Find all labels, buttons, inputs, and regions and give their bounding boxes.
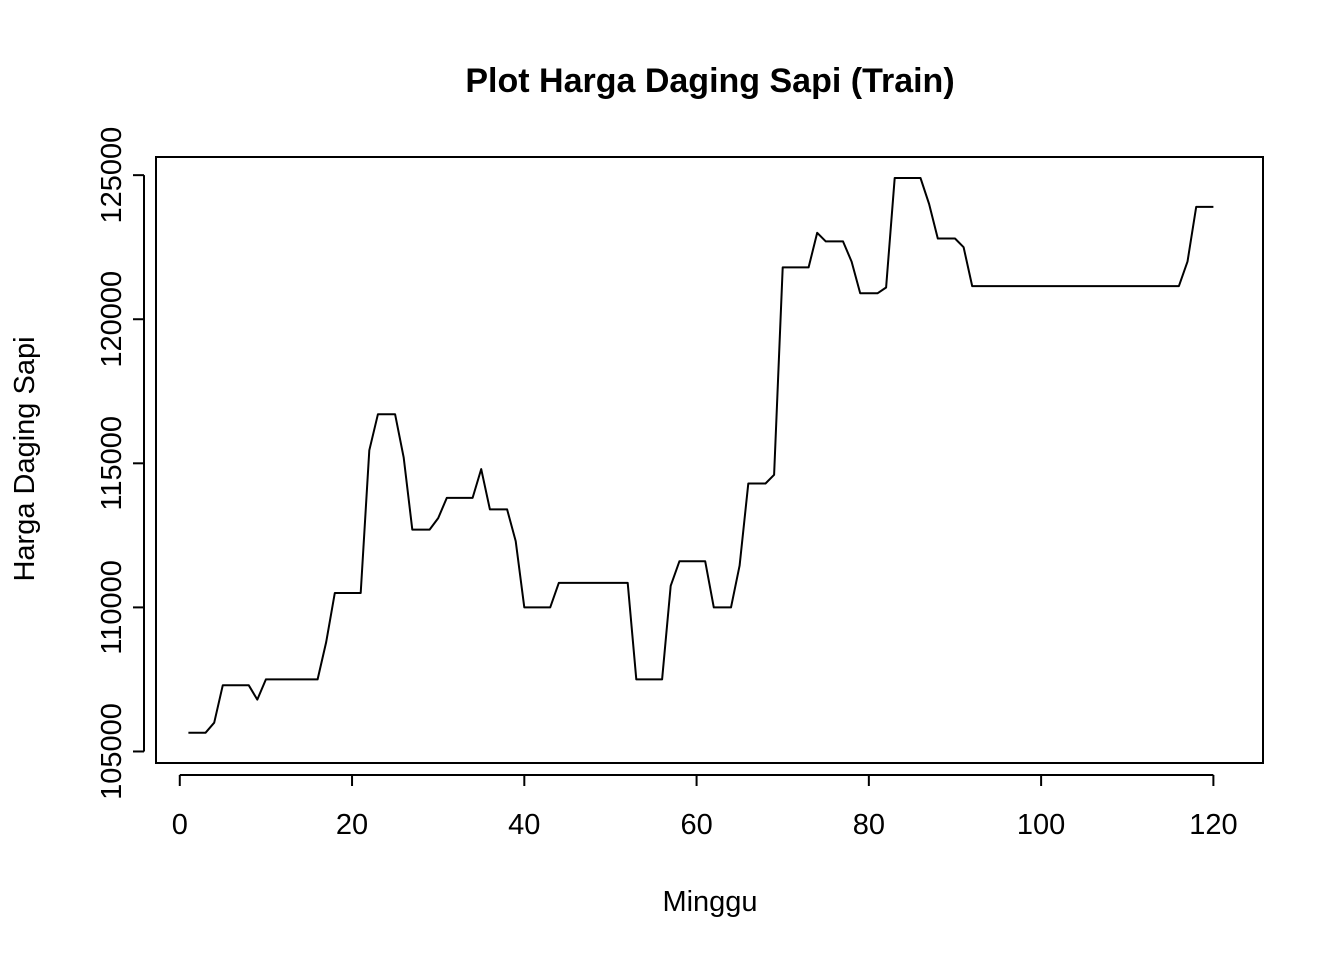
x-tick-label: 40 <box>508 809 540 841</box>
series-line <box>188 177 1214 734</box>
x-tick-label: 20 <box>336 809 368 841</box>
y-tick-label: 120000 <box>96 271 128 368</box>
x-axis: 0 20 40 60 80 100 120 <box>172 774 1238 841</box>
y-tick-label: 105000 <box>96 703 128 800</box>
plot-area-frame <box>155 156 1264 764</box>
y-tick-label: 125000 <box>96 127 128 224</box>
series-layer <box>188 177 1214 734</box>
y-tick-label: 110000 <box>96 560 128 655</box>
y-axis-label: Harga Daging Sapi <box>9 336 41 581</box>
x-tick-label: 120 <box>1189 809 1237 841</box>
y-tick-label: 115000 <box>96 416 128 511</box>
x-tick-label: 0 <box>172 809 188 841</box>
x-axis-label: Minggu <box>662 886 757 918</box>
x-tick-label: 100 <box>1017 809 1065 841</box>
x-tick-label: 80 <box>853 809 885 841</box>
y-axis: 105000 110000 115000 120000 125000 <box>96 127 145 800</box>
chart-title: Plot Harga Daging Sapi (Train) <box>465 62 954 100</box>
x-tick-label: 60 <box>680 809 712 841</box>
